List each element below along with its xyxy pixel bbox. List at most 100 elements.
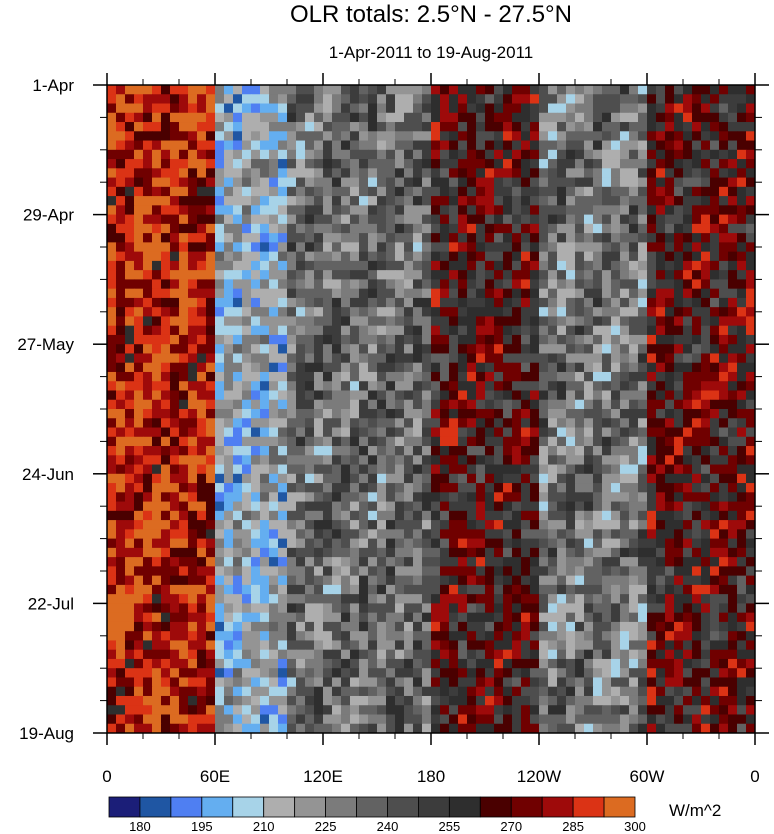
heat-cell bbox=[188, 714, 198, 725]
heat-cell bbox=[476, 131, 486, 141]
heat-cell bbox=[719, 186, 729, 197]
heat-cell bbox=[719, 658, 729, 669]
heat-cell bbox=[386, 362, 396, 373]
heat-cell bbox=[422, 371, 432, 382]
heat-cell bbox=[422, 334, 432, 345]
heat-cell bbox=[278, 621, 288, 632]
heat-cell bbox=[251, 316, 261, 327]
heat-cell bbox=[575, 529, 585, 539]
heat-cell bbox=[638, 612, 648, 623]
heat-cell bbox=[269, 668, 279, 678]
heat-cell bbox=[206, 483, 216, 493]
heat-cell bbox=[170, 446, 180, 456]
heat-cell bbox=[206, 529, 216, 539]
heat-cell bbox=[215, 594, 225, 604]
heat-cell bbox=[170, 529, 180, 539]
heat-cell bbox=[602, 575, 612, 586]
heat-cell bbox=[224, 381, 234, 391]
heat-cell bbox=[746, 316, 756, 327]
heat-cell bbox=[224, 492, 234, 502]
heat-cell bbox=[197, 529, 207, 539]
heat-cell bbox=[287, 103, 297, 114]
heat-cell bbox=[737, 270, 747, 280]
heat-cell bbox=[341, 705, 351, 715]
heat-cell bbox=[449, 529, 459, 539]
heat-cell bbox=[323, 483, 333, 493]
heat-cell bbox=[107, 584, 117, 595]
heat-cell bbox=[530, 677, 540, 688]
heat-cell bbox=[584, 325, 594, 336]
heat-cell bbox=[359, 446, 369, 456]
heat-cell bbox=[152, 334, 162, 345]
heat-cell bbox=[161, 242, 171, 253]
heat-cell bbox=[422, 668, 432, 678]
heat-cell bbox=[710, 112, 720, 123]
heat-cell bbox=[224, 242, 234, 253]
heat-cell bbox=[170, 520, 180, 530]
heat-cell bbox=[413, 186, 423, 197]
heat-cell bbox=[323, 668, 333, 678]
heat-cell bbox=[737, 446, 747, 456]
heat-cell bbox=[296, 196, 306, 206]
heat-cell bbox=[737, 492, 747, 502]
heat-cell bbox=[638, 270, 648, 280]
heat-cell bbox=[665, 621, 675, 632]
heat-cell bbox=[494, 557, 504, 567]
heat-cell bbox=[116, 270, 126, 280]
heat-cell bbox=[395, 260, 405, 271]
heat-cell bbox=[683, 677, 693, 688]
heat-cell bbox=[305, 85, 315, 95]
heat-cell bbox=[314, 390, 324, 401]
heat-cell bbox=[566, 603, 576, 614]
heat-cell bbox=[314, 279, 324, 290]
heat-cell bbox=[728, 288, 738, 299]
heat-cell bbox=[269, 233, 279, 243]
heat-cell bbox=[260, 371, 270, 382]
heat-cell bbox=[701, 603, 711, 614]
heat-cell bbox=[251, 390, 261, 401]
heat-cell bbox=[530, 131, 540, 141]
heat-cell bbox=[440, 566, 450, 577]
heat-cell bbox=[305, 427, 315, 438]
heat-cell bbox=[377, 140, 387, 151]
heat-cell bbox=[413, 714, 423, 725]
heat-cell bbox=[152, 547, 162, 558]
heat-cell bbox=[413, 399, 423, 410]
heat-cell bbox=[710, 603, 720, 614]
heat-cell bbox=[557, 112, 567, 123]
heat-cell bbox=[503, 362, 513, 373]
heat-cell bbox=[368, 168, 378, 178]
heat-cell bbox=[323, 631, 333, 641]
heat-cell bbox=[440, 131, 450, 141]
heat-cell bbox=[413, 316, 423, 327]
heat-cell bbox=[440, 677, 450, 688]
heat-cell bbox=[710, 510, 720, 521]
heat-cell bbox=[683, 334, 693, 345]
heat-cell bbox=[233, 362, 243, 373]
heat-cell bbox=[269, 344, 279, 354]
heat-cell bbox=[395, 640, 405, 651]
heat-cell bbox=[503, 668, 513, 678]
heat-cell bbox=[566, 658, 576, 669]
heat-cell bbox=[548, 473, 558, 484]
heat-cell bbox=[359, 168, 369, 178]
heat-cell bbox=[476, 233, 486, 243]
heat-cell bbox=[125, 344, 135, 354]
heat-cell bbox=[521, 362, 531, 373]
heat-cell bbox=[674, 362, 684, 373]
heat-cell bbox=[170, 640, 180, 651]
heat-cell bbox=[413, 520, 423, 530]
heat-cell bbox=[512, 557, 522, 567]
heat-cell bbox=[323, 307, 333, 317]
heat-cell bbox=[206, 584, 216, 595]
heat-cell bbox=[467, 575, 477, 586]
heat-cell bbox=[440, 510, 450, 521]
heat-cell bbox=[557, 177, 567, 188]
heat-cell bbox=[593, 409, 603, 419]
heat-cell bbox=[530, 362, 540, 373]
heat-cell bbox=[584, 307, 594, 317]
heat-cell bbox=[476, 427, 486, 438]
heat-cell bbox=[548, 640, 558, 651]
heat-cell bbox=[701, 196, 711, 206]
heat-cell bbox=[242, 270, 252, 280]
